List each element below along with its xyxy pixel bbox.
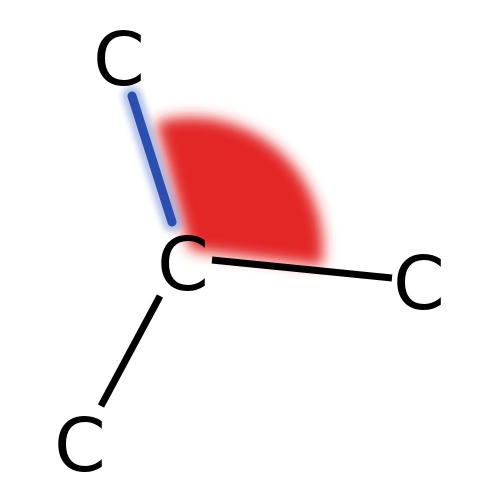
angle-highlight <box>156 117 324 267</box>
bond-top-center <box>127 91 177 227</box>
atom-top-label: C <box>93 17 145 103</box>
atom-right-label: C <box>393 241 445 327</box>
atom-bottom-label: C <box>54 403 106 489</box>
bond-center-bottom <box>97 294 164 408</box>
atom-center-label: C <box>157 222 209 308</box>
bond-center-right <box>211 256 393 282</box>
